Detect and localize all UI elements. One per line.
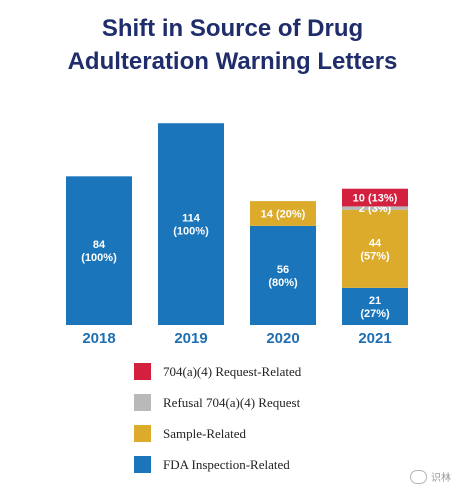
chart-title: Shift in Source of Drug Adulteration War…	[0, 12, 465, 78]
legend-item-704-a-4-request-related: 704(a)(4) Request-Related	[134, 356, 301, 387]
legend-label: FDA Inspection-Related	[163, 456, 290, 472]
legend-label: Sample-Related	[163, 425, 247, 441]
bar-segment-2021-refusal-704-a-4-request	[342, 206, 408, 210]
legend-swatch	[134, 425, 151, 442]
legend-item-fda-inspection-related: FDA Inspection-Related	[134, 449, 301, 480]
data-label-2019-0-1: (100%)	[173, 226, 209, 238]
chat-bubble-icon	[410, 469, 427, 484]
category-label-2019: 2019	[174, 330, 207, 347]
category-label-2020: 2020	[266, 330, 299, 347]
legend-label: 704(a)(4) Request-Related	[163, 363, 302, 379]
bar-segment-2018-fda-inspection-related	[66, 176, 132, 325]
chart-title-line-2: Adulteration Warning Letters	[67, 48, 398, 75]
category-label-2021: 2021	[358, 330, 391, 347]
data-label-2021-0-0: 21	[369, 295, 381, 307]
bar-segment-2021-sample-related	[342, 209, 408, 288]
legend-item-refusal-704-a-4-request: Refusal 704(a)(4) Request	[134, 387, 301, 418]
bar-segment-2021-fda-inspection-related	[342, 287, 408, 325]
data-label-2020-0-0: 56	[277, 264, 289, 276]
data-label-2021-1-1: (57%)	[360, 250, 390, 262]
legend-swatch	[134, 456, 151, 473]
watermark: 识林	[410, 469, 451, 484]
bar-segment-2020-fda-inspection-related	[250, 225, 316, 325]
data-label-2020-0-1: (80%)	[268, 277, 298, 289]
legend-swatch	[134, 394, 151, 411]
data-label-2019-0-0: 114	[182, 213, 201, 225]
legend-item-sample-related: Sample-Related	[134, 418, 301, 449]
bar-segment-2021-704-a-4-request-related	[342, 188, 408, 207]
data-label-2021-1-0: 44	[369, 237, 382, 249]
bar-segment-2019-fda-inspection-related	[158, 123, 224, 325]
data-label-2020-1-0: 14 (20%)	[261, 208, 306, 220]
watermark-text: 识林	[431, 473, 451, 484]
legend-swatch	[134, 363, 151, 380]
chart-legend: 704(a)(4) Request-Related Refusal 704(a)(…	[134, 356, 301, 480]
data-label-2018-0-0: 84	[93, 239, 106, 251]
category-label-2018: 2018	[82, 330, 115, 347]
data-label-2021-3-0: 10 (13%)	[353, 193, 398, 205]
bar-segment-2020-sample-related	[250, 201, 316, 226]
chart-title-line-1: Shift in Source of Drug	[101, 15, 364, 42]
data-label-2018-0-1: (100%)	[81, 252, 117, 264]
legend-label: Refusal 704(a)(4) Request	[163, 394, 301, 410]
data-label-2021-0-1: (27%)	[360, 308, 390, 320]
